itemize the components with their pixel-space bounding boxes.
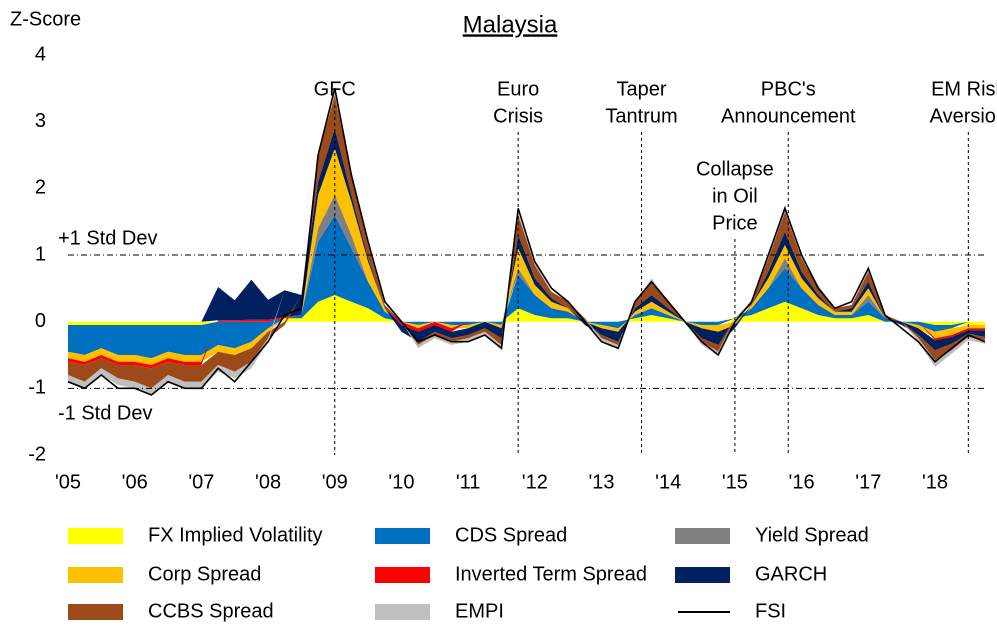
reference-label: -1 Std Dev [58,403,152,425]
x-tick-label: '17 [855,471,881,493]
annotation: Euro [497,78,539,100]
x-tick-label: '18 [922,471,948,493]
x-tick-label: '08 [255,471,281,493]
legend-swatch [375,567,430,583]
x-tick-label: '12 [522,471,548,493]
x-tick-label: '14 [655,471,681,493]
area [68,295,985,325]
legend-swatch [675,528,730,544]
legend-label: GARCH [755,563,827,585]
x-tick-label: '09 [322,471,348,493]
legend-swatch [68,567,123,583]
x-tick-label: '16 [789,471,815,493]
annotation: EM Risk [931,78,997,100]
annotation: in Oil [712,185,758,207]
y-tick-label: 1 [35,243,46,265]
legend-label: CCBS Spread [148,600,274,622]
annotation: Aversion [930,105,997,127]
annotation: Tantrum [605,105,677,127]
y-tick-label: 4 [35,43,46,65]
legend-swatch [68,528,123,544]
x-tick-label: '11 [456,471,481,493]
area [68,128,985,351]
chart-title: Malaysia [463,11,558,38]
y-axis-label: Z-Score [10,8,81,30]
legend-swatch [68,604,123,620]
x-tick-label: '05 [55,471,81,493]
legend-label: FSI [755,600,786,622]
line [67,88,986,396]
annotation: Announcement [721,105,856,127]
legend-swatch [375,528,430,544]
legend-label: Inverted Term Spread [455,563,647,585]
annotation: Crisis [493,105,543,127]
x-tick-label: '07 [188,471,214,493]
annotation: Collapse [696,158,774,180]
reference-label: +1 Std Dev [58,227,158,249]
legend-label: CDS Spread [455,524,567,546]
legend-label: Yield Spread [755,524,869,546]
x-tick-label: '06 [122,471,148,493]
legend-swatch [375,604,430,620]
annotation: GFC [314,78,356,100]
area [68,95,985,389]
area [68,215,985,359]
legend-label: FX Implied Volatility [148,524,323,546]
y-tick-label: 3 [35,110,46,132]
legend-label: Corp Spread [148,563,261,585]
annotation: Taper [617,78,667,100]
x-tick-label: '13 [588,471,614,493]
legend-label: EMPI [455,600,504,622]
x-tick-label: '15 [722,471,748,493]
legend-swatch [675,567,730,583]
x-tick-label: '10 [388,471,414,493]
annotation: Price [712,212,758,234]
y-tick-label: -1 [28,377,46,399]
y-tick-label: 0 [35,310,46,332]
y-tick-label: 2 [35,177,46,199]
y-tick-label: -2 [28,443,46,465]
annotation: PBC's [761,78,816,100]
